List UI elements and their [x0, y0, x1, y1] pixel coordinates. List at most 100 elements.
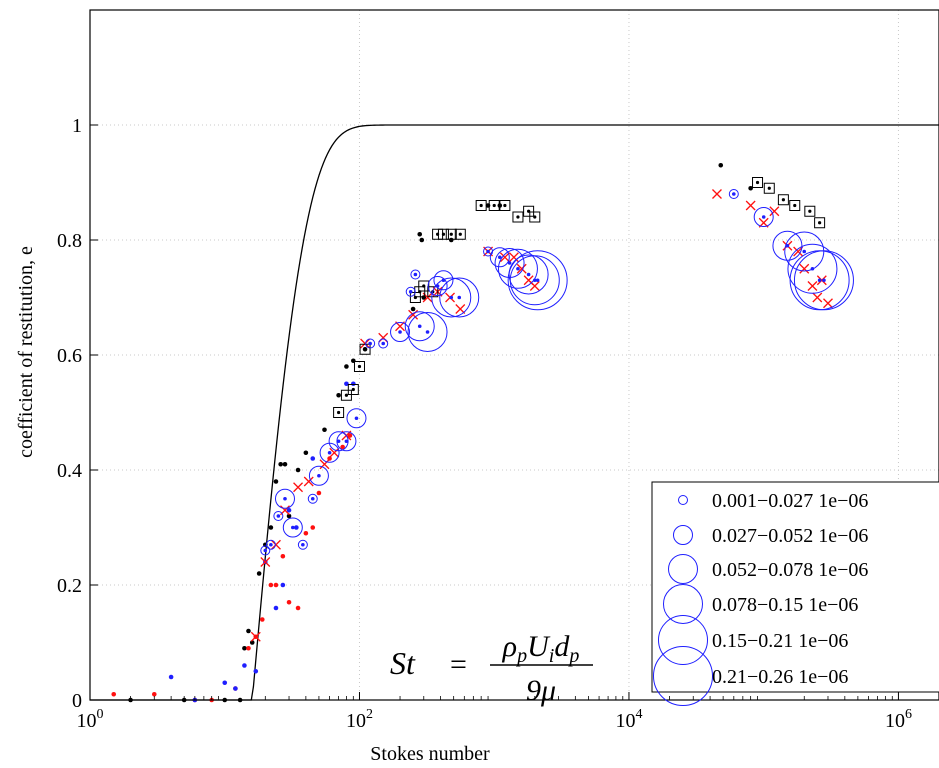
y-axis-label: coefficient of restitution, e [15, 246, 37, 458]
formula-lhs: St [390, 645, 416, 681]
data-point-center [408, 289, 413, 294]
data-point-circle [336, 431, 357, 452]
data-point-center [808, 209, 812, 213]
data-point-center [781, 198, 785, 202]
data-point-center [441, 232, 446, 236]
data-point-center [344, 393, 349, 397]
data-point-square [437, 228, 449, 240]
data-point-square [347, 384, 359, 395]
data-point-center [417, 324, 422, 329]
data-points [111, 162, 854, 703]
data-point [410, 306, 416, 312]
data-point [286, 513, 292, 519]
data-point [273, 582, 279, 588]
data-point-circle [507, 250, 568, 311]
data-point-center [822, 278, 826, 283]
data-point [294, 525, 299, 530]
data-point-square [499, 200, 511, 211]
data-point-circle [407, 312, 448, 352]
legend-marker [673, 525, 693, 545]
data-point [259, 617, 265, 622]
data-point-square [340, 389, 352, 401]
data-point-circle [772, 230, 803, 261]
data-point-x [329, 447, 340, 458]
data-point [233, 686, 238, 691]
data-point-center [276, 514, 281, 518]
series-dot [168, 381, 356, 703]
data-point-circle [346, 408, 367, 429]
data-point [316, 490, 322, 496]
data-point [256, 571, 262, 576]
data-point-x [271, 539, 281, 550]
data-point-center [533, 215, 537, 219]
data-point-center [291, 525, 295, 530]
data-point-center [457, 295, 462, 300]
data-point [286, 507, 292, 513]
y-tick-label: 0 [72, 690, 82, 712]
data-point-center [503, 203, 507, 208]
data-point [246, 628, 251, 634]
data-point-x [812, 292, 823, 303]
formula-equals: = [450, 648, 467, 681]
data-point [347, 433, 353, 438]
data-point-center [354, 416, 359, 421]
data-point-center [761, 215, 766, 219]
data-point-circle [365, 338, 376, 349]
data-point [278, 461, 283, 467]
data-point [168, 674, 174, 680]
data-point-circle [489, 247, 510, 268]
data-point [282, 461, 288, 467]
data-point-center [458, 232, 462, 236]
data-point-center [381, 341, 386, 346]
series-square [333, 177, 826, 418]
legend-label: 0.052−0.078 1e−06 [712, 559, 868, 581]
data-point-square [427, 286, 439, 298]
data-point-square [359, 343, 371, 355]
data-point-center [516, 266, 520, 271]
data-point-x [793, 246, 804, 257]
data-point-center [357, 364, 362, 369]
data-point-square [353, 361, 365, 372]
data-point-x [769, 206, 780, 217]
y-tick-label: 0.2 [57, 575, 82, 597]
data-point-square [488, 200, 500, 211]
data-point-center [363, 347, 367, 351]
legend-marker [663, 584, 703, 624]
data-point [280, 582, 286, 588]
data-point-square [529, 211, 541, 223]
data-point-x [508, 252, 519, 263]
series-dot [128, 162, 753, 703]
legend-marker [658, 615, 708, 665]
data-point-center [479, 203, 483, 208]
data-point-center [337, 410, 341, 415]
data-point-center [818, 221, 822, 225]
data-point-center [793, 203, 797, 208]
legend-marker [653, 646, 713, 706]
data-point-center [263, 548, 268, 553]
data-point-circle [433, 270, 454, 291]
data-point [336, 392, 341, 398]
data-point-circle [404, 311, 435, 342]
data-point-center [425, 330, 430, 334]
axis-ticks: 0 0.2 0.4 0.6 0.8 1 100 102 104 106 [57, 115, 939, 732]
data-point-center [327, 450, 332, 455]
data-point-center [755, 180, 760, 185]
data-point [322, 427, 327, 433]
series-circle [260, 189, 854, 556]
data-point-square [814, 217, 826, 229]
x-axis-label: Stokes number [370, 743, 490, 765]
data-point-circle [297, 539, 308, 550]
data-point [249, 640, 255, 645]
data-point [748, 185, 753, 191]
data-point [242, 645, 247, 651]
data-point-circle [497, 248, 538, 289]
formula-numerator: ρpUidp [502, 630, 580, 667]
data-point [310, 456, 316, 461]
data-point-circle [378, 338, 389, 349]
data-point-square [777, 194, 789, 206]
data-point [222, 680, 228, 686]
data-point-circle [793, 250, 854, 311]
data-point-center [413, 272, 418, 277]
data-point-center [368, 341, 372, 346]
data-point-circle [787, 243, 838, 294]
